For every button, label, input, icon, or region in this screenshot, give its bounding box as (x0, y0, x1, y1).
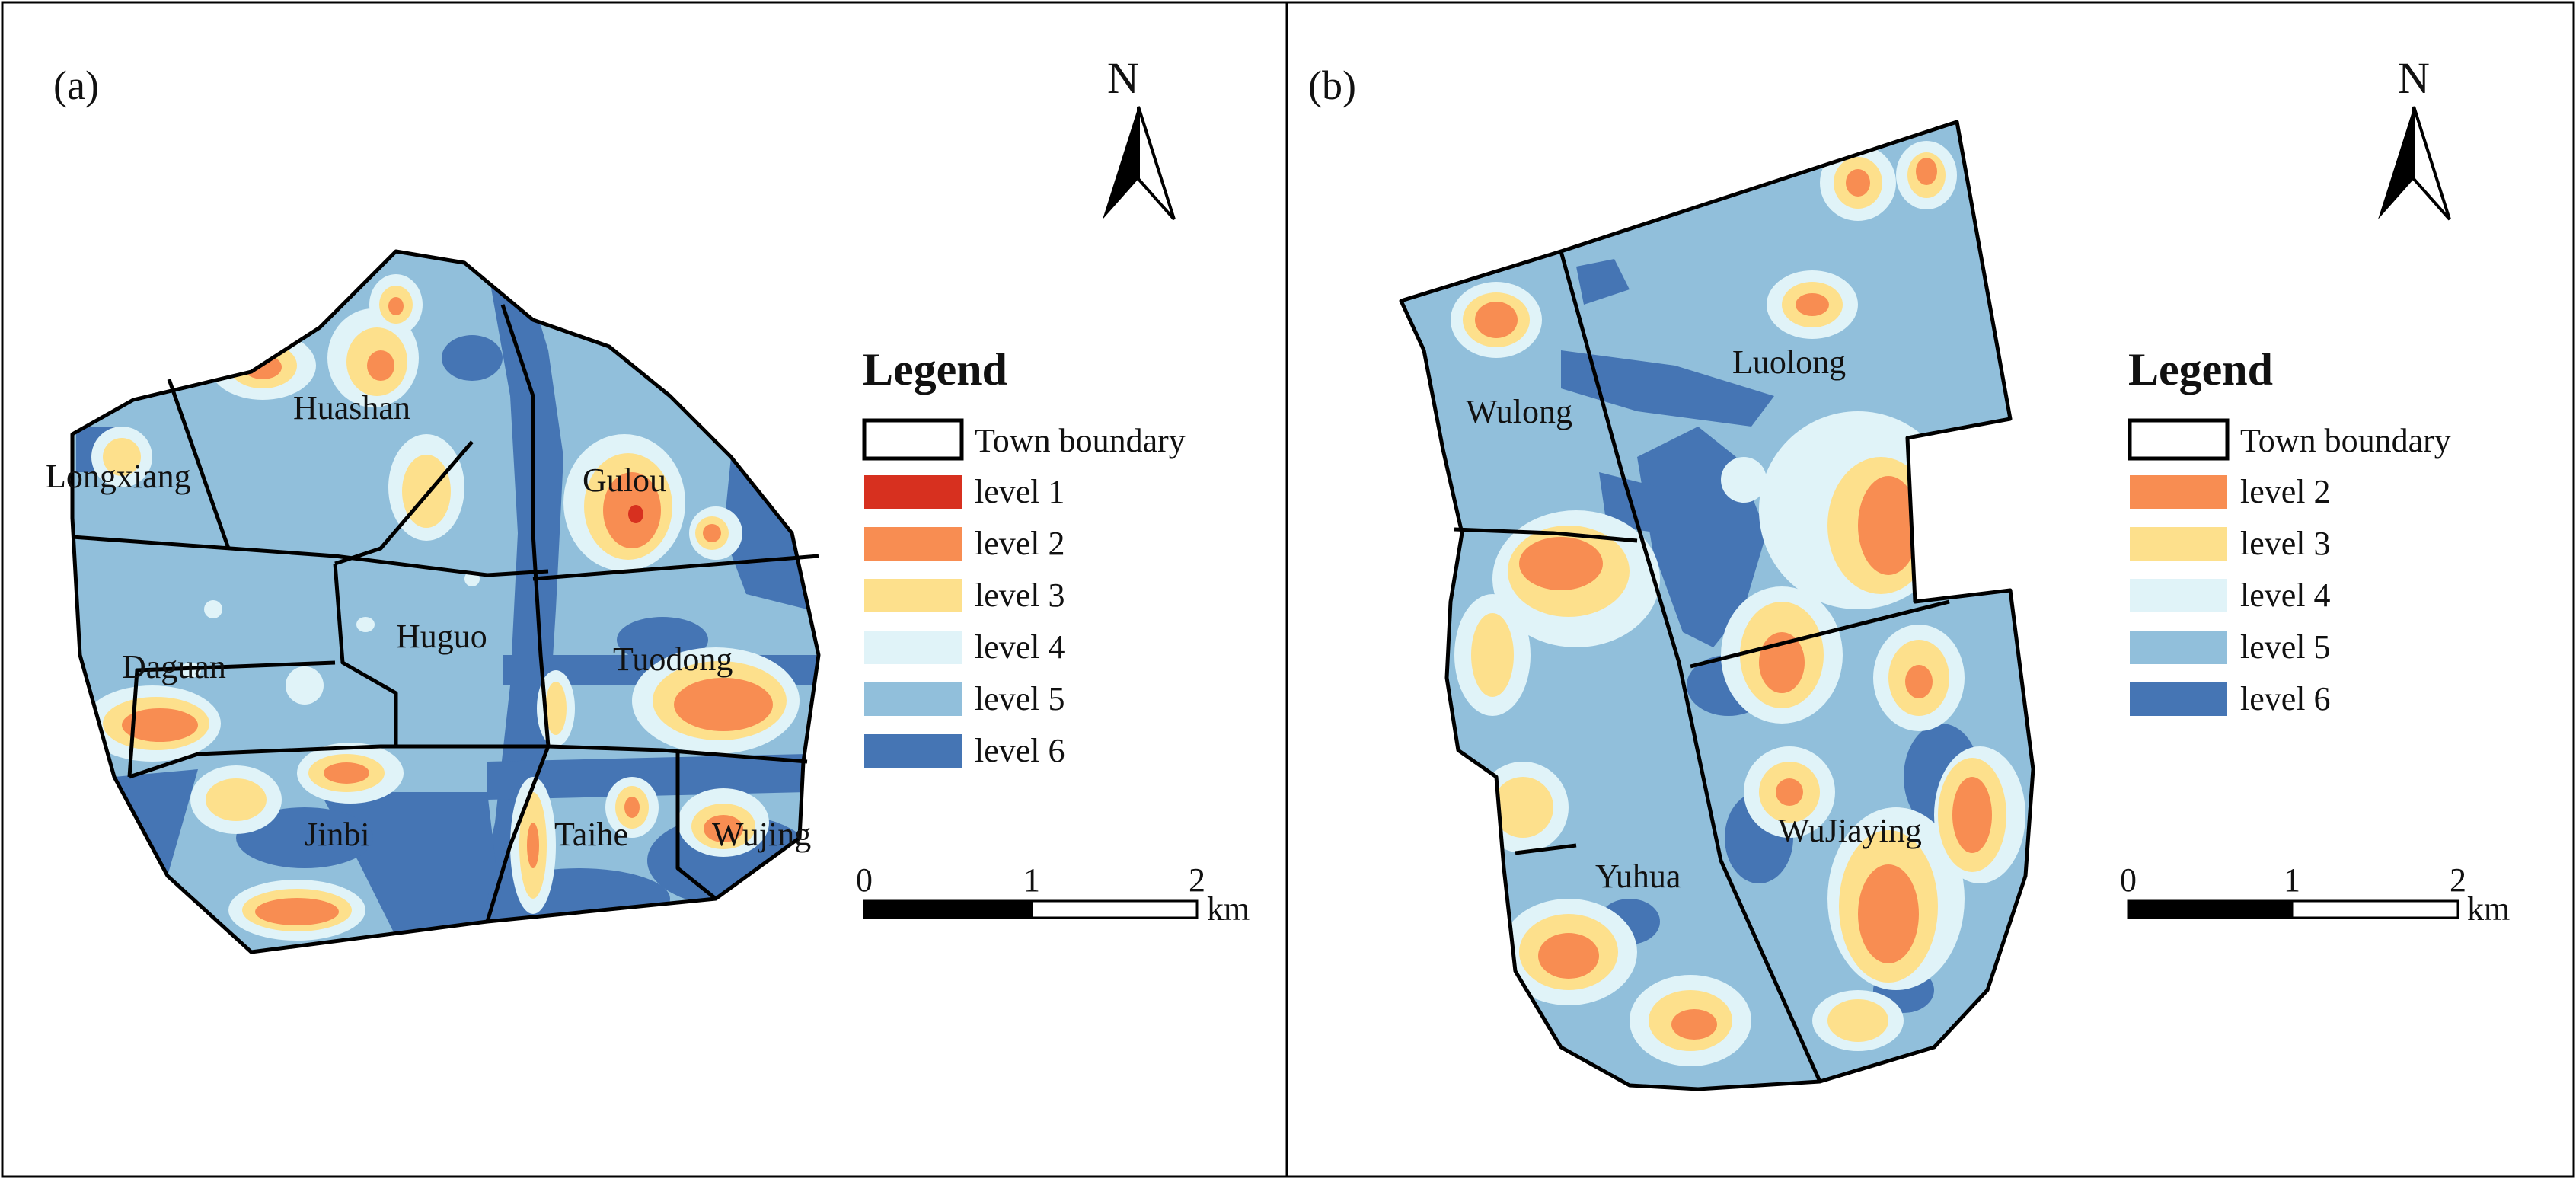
town-label-taihe: Taihe (554, 816, 628, 853)
scale-b-tick-0: 0 (2120, 861, 2137, 899)
scale-b-black-segment (2127, 899, 2294, 919)
level1-area-a (628, 505, 643, 523)
legend-a-swatch-level1 (864, 475, 962, 509)
legend-b-label-level3: level 3 (2240, 525, 2331, 562)
legend-b: Legend Town boundary level 2 level 3 lev… (2128, 344, 2451, 717)
legend-a-swatch-level3 (864, 579, 962, 612)
town-label-tuodong: Tuodong (613, 641, 733, 678)
legend-a-label-level1: level 1 (975, 473, 1065, 510)
town-label-wujing: Wujing (712, 816, 811, 853)
legend-b-label-boundary: Town boundary (2240, 422, 2451, 459)
legend-b-swatch-boundary (2128, 418, 2230, 461)
town-label-longxiang: Longxiang (46, 458, 191, 495)
legend-b-swatch-level6 (2130, 682, 2227, 716)
town-label-gulou: Gulou (583, 462, 666, 499)
town-labels-b: Wulong Luolong Yuhua WuJiaying (1466, 343, 1922, 895)
north-arrow-b: N (2378, 53, 2451, 221)
legend-b-label-level2: level 2 (2240, 473, 2331, 510)
outline-b (1399, 120, 2035, 1091)
scale-a-tick-0: 0 (856, 861, 873, 899)
legend-a-swatch-level2 (864, 527, 962, 561)
legend-a-swatch-level6 (864, 734, 962, 768)
north-arrow-a-letter: N (1107, 53, 1139, 103)
scale-b-tick-1: 1 (2284, 861, 2300, 899)
scale-bar-a: 0 1 2 km (856, 861, 1250, 928)
legend-a-label-level4: level 4 (975, 628, 1065, 666)
north-arrow-b-right-icon (2412, 106, 2451, 221)
panel-b-frame (1285, 1, 2575, 1178)
town-label-yuhua: Yuhua (1595, 858, 1681, 895)
panel-b-label: (b) (1308, 62, 1356, 108)
town-label-luolong: Luolong (1732, 343, 1846, 381)
town-labels-a: Huashan Longxiang Gulou Huguo Daguan Tuo… (46, 389, 811, 853)
town-boundaries-b (1399, 120, 2035, 1091)
north-arrow-b-letter: N (2398, 53, 2430, 103)
town-label-jinbi: Jinbi (305, 816, 370, 853)
legend-a-label-level6: level 6 (975, 732, 1065, 769)
scale-a-white-segment (1030, 899, 1199, 919)
scale-a-tick-2: 2 (1189, 861, 1205, 899)
panel-a: (a) (46, 53, 1250, 954)
legend-b-label-level5: level 5 (2240, 628, 2331, 666)
legend-a: Legend Town boundary level 1 level 2 lev… (862, 344, 1186, 769)
scale-a-black-segment (863, 899, 1033, 919)
legend-b-swatch-level4 (2130, 579, 2227, 612)
panel-a-label: (a) (53, 62, 99, 108)
legend-b-swatch-level3 (2130, 527, 2227, 561)
legend-b-swatch-level2 (2130, 475, 2227, 509)
scale-a-unit: km (1207, 890, 1250, 928)
legend-a-label-level3: level 3 (975, 577, 1065, 614)
outline-a (70, 249, 821, 954)
legend-a-swatch-level4 (864, 631, 962, 664)
legend-b-label-level4: level 4 (2240, 577, 2331, 614)
north-arrow-a-right-icon (1137, 106, 1176, 221)
town-label-daguan: Daguan (122, 648, 226, 685)
scale-b-unit: km (2467, 890, 2510, 928)
scale-b-tick-2: 2 (2450, 861, 2466, 899)
legend-a-label-level5: level 5 (975, 680, 1065, 717)
legend-a-label-boundary: Town boundary (975, 422, 1186, 459)
legend-a-swatch-boundary (862, 418, 964, 461)
town-boundaries-a (70, 249, 821, 954)
north-arrow-a-left-icon (1103, 107, 1138, 219)
legend-b-title: Legend (2128, 344, 2273, 395)
map-b (1401, 122, 2033, 1089)
town-label-huashan: Huashan (293, 389, 410, 427)
legend-a-swatch-level5 (864, 682, 962, 716)
scale-a-tick-1: 1 (1023, 861, 1040, 899)
panel-b: (b) (1308, 53, 2510, 1091)
town-label-wujiaying: WuJiaying (1778, 812, 1922, 849)
north-arrow-a: N (1103, 53, 1176, 221)
map-a (72, 251, 819, 952)
legend-a-title: Legend (863, 344, 1007, 395)
town-label-huguo: Huguo (396, 618, 487, 655)
scale-b-white-segment (2290, 899, 2459, 919)
town-label-wulong: Wulong (1466, 393, 1572, 430)
legend-b-swatch-level5 (2130, 631, 2227, 664)
scale-bar-b: 0 1 2 km (2120, 861, 2510, 928)
north-arrow-b-left-icon (2378, 107, 2414, 219)
legend-a-label-level2: level 2 (975, 525, 1065, 562)
legend-b-label-level6: level 6 (2240, 680, 2331, 717)
level2-areas-b (1475, 158, 1992, 1040)
